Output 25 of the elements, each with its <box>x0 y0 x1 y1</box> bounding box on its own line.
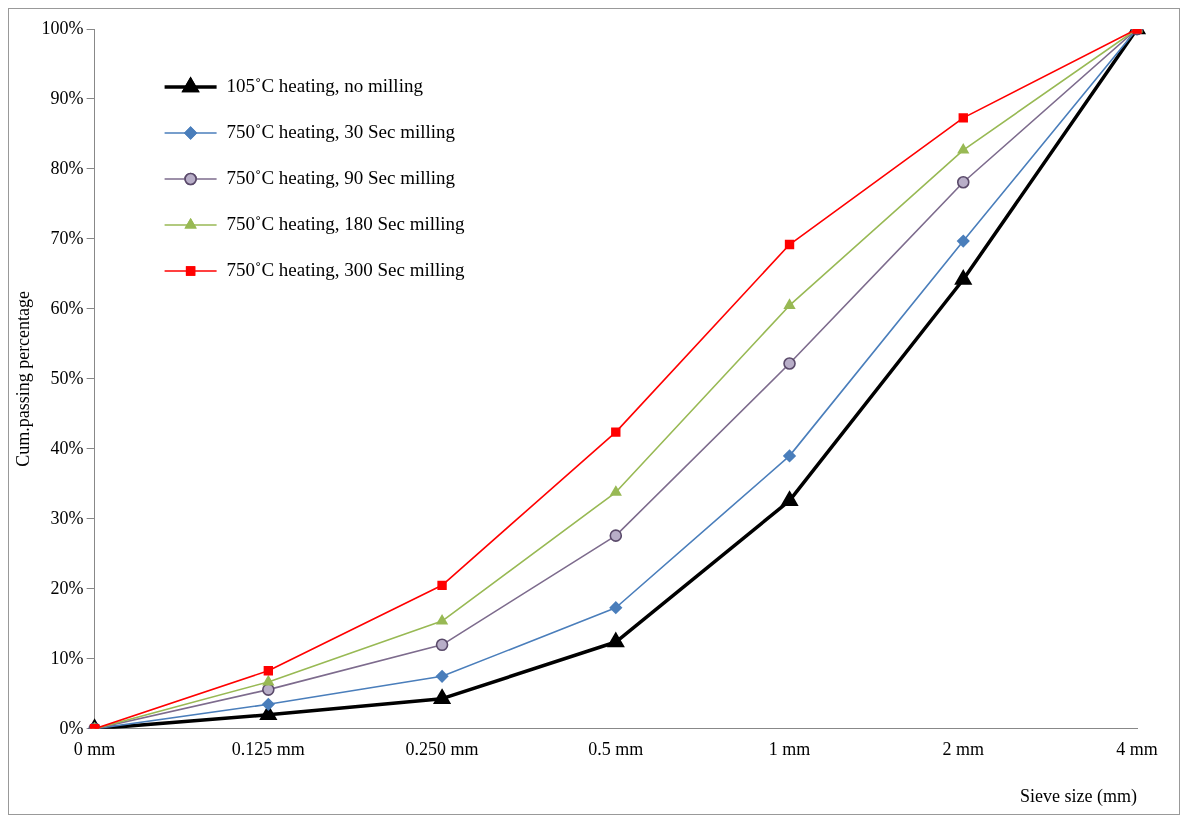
x-axis-title: Sieve size (mm) <box>1020 785 1137 807</box>
x-tick-label: 0.250 mm <box>405 739 479 760</box>
x-tick-label: 1 mm <box>768 739 811 760</box>
y-tick-label: 80% <box>50 157 84 178</box>
y-tick-label: 40% <box>50 437 84 458</box>
legend-label: 750˚C heating, 300 Sec milling <box>226 258 466 280</box>
x-tick-label: 0 mm <box>73 739 116 760</box>
legend-label: 750˚C heating, 180 Sec milling <box>226 212 466 234</box>
y-tick-label: 100% <box>41 17 84 38</box>
y-tick-label: 50% <box>50 367 84 388</box>
y-axis-title: Cum.passing percentage <box>12 290 33 467</box>
y-tick-label: 10% <box>50 647 84 668</box>
y-tick-label: 0% <box>59 717 84 738</box>
y-tick-label: 60% <box>50 297 84 318</box>
legend-label: 105˚C heating, no milling <box>226 74 424 96</box>
y-tick-label: 30% <box>50 507 84 528</box>
y-tick-label: 20% <box>50 577 84 598</box>
legend-label: 750˚C heating, 30 Sec milling <box>226 120 456 142</box>
y-tick-label: 90% <box>50 87 84 108</box>
x-tick-label: 4 mm <box>1116 739 1158 760</box>
y-tick-label: 70% <box>50 227 84 248</box>
x-tick-label: 2 mm <box>942 739 985 760</box>
legend-label: 750˚C heating, 90 Sec milling <box>226 166 456 188</box>
x-tick-label: 0.5 mm <box>588 739 644 760</box>
x-tick-label: 0.125 mm <box>231 739 305 760</box>
